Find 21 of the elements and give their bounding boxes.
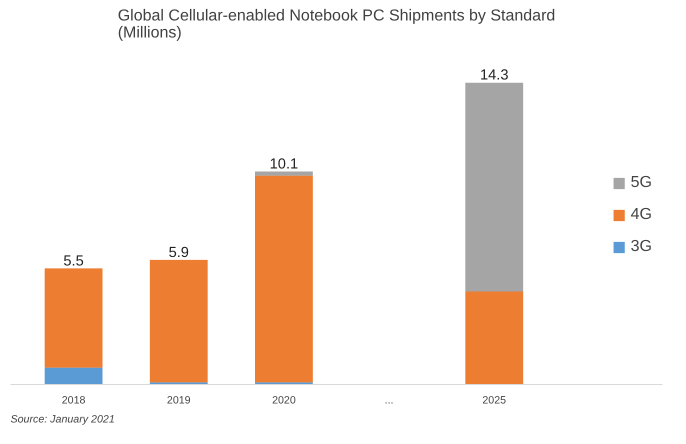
x-tick-label: 2020 [272, 394, 296, 406]
bar [150, 260, 208, 382]
legend-label: 4G [630, 206, 652, 224]
x-tick-label: 2018 [62, 394, 86, 406]
legend-label: 3G [630, 238, 652, 256]
bar [44, 268, 103, 368]
chart-title: Global Cellular-enabled Notebook PC Shipments by Standard (Millions) [118, 8, 556, 42]
bar [465, 292, 524, 384]
annotation: 5.9 [168, 244, 189, 261]
x-tick-label: 2019 [166, 394, 191, 406]
bar [255, 176, 313, 382]
x-tick-label: 2025 [482, 394, 506, 406]
annotation: 14.3 [480, 68, 509, 84]
annotation: 5.5 [63, 253, 84, 270]
x-tick-label: ... [384, 394, 394, 406]
annotation: 10.1 [270, 156, 298, 172]
bar [44, 368, 103, 384]
bar [255, 171, 313, 176]
legend-label: 5G [630, 174, 652, 192]
source-note: Source: January 2021 [10, 414, 115, 426]
bar [465, 82, 524, 292]
